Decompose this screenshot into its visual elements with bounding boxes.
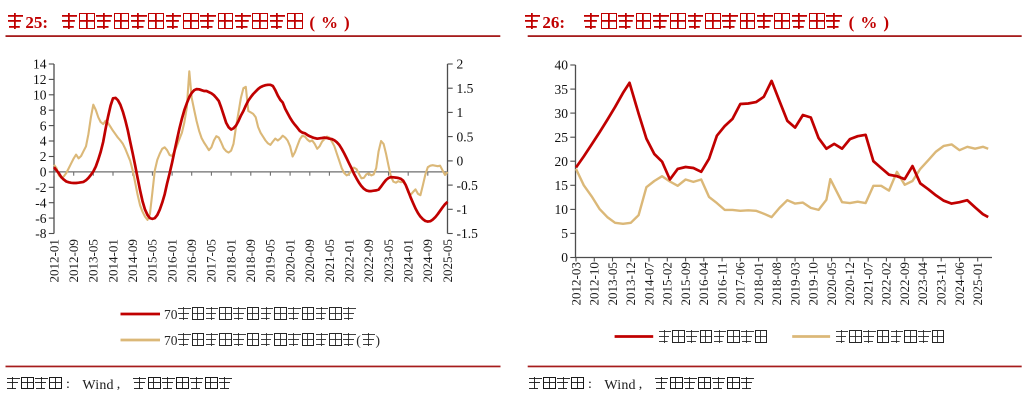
svg-text:2020-12: 2020-12 <box>842 262 857 305</box>
svg-text:0: 0 <box>40 165 47 180</box>
svg-text:2020-09: 2020-09 <box>302 239 317 282</box>
svg-text:10: 10 <box>33 88 47 103</box>
svg-text:5: 5 <box>561 226 568 241</box>
svg-text:2017-05: 2017-05 <box>204 239 219 282</box>
svg-text:-4: -4 <box>35 195 46 210</box>
svg-text:2018-01: 2018-01 <box>223 239 238 282</box>
svg-text:10: 10 <box>555 202 569 217</box>
svg-text:2024-09: 2024-09 <box>420 239 435 282</box>
svg-text:25: 25 <box>555 130 569 145</box>
svg-text:2016-01: 2016-01 <box>164 239 179 282</box>
svg-text:2017-06: 2017-06 <box>733 262 748 306</box>
svg-text:2022-09: 2022-09 <box>897 262 912 305</box>
svg-text:2012-03: 2012-03 <box>568 262 583 305</box>
svg-text:4: 4 <box>40 134 47 149</box>
svg-text:2014-07: 2014-07 <box>641 262 656 306</box>
svg-text:30: 30 <box>555 106 569 121</box>
svg-text:2018-08: 2018-08 <box>769 262 784 305</box>
svg-text:2016-09: 2016-09 <box>184 239 199 282</box>
svg-text:2025-05: 2025-05 <box>440 239 455 282</box>
svg-text:2018-01: 2018-01 <box>751 262 766 305</box>
svg-text:2016-11: 2016-11 <box>714 263 729 306</box>
svg-text:0.5: 0.5 <box>457 129 474 144</box>
svg-text:2024-01: 2024-01 <box>401 239 416 282</box>
svg-text:2021-07: 2021-07 <box>861 262 876 306</box>
svg-text:2022-02: 2022-02 <box>879 262 894 305</box>
svg-text:2023-11: 2023-11 <box>934 263 949 306</box>
svg-text:0: 0 <box>457 154 464 169</box>
svg-text:2013-12: 2013-12 <box>623 262 638 305</box>
svg-text:2023-04: 2023-04 <box>915 262 930 306</box>
svg-text:20: 20 <box>555 154 569 169</box>
svg-text:2023-05: 2023-05 <box>381 239 396 282</box>
svg-text:-2: -2 <box>35 180 46 195</box>
svg-text:12: 12 <box>33 72 47 87</box>
svg-text:2020-01: 2020-01 <box>282 239 297 282</box>
svg-text:2020-05: 2020-05 <box>824 262 839 305</box>
svg-text:8: 8 <box>40 103 47 118</box>
svg-text:2012-10: 2012-10 <box>587 262 602 305</box>
svg-text:2015-05: 2015-05 <box>145 239 160 282</box>
svg-text:40: 40 <box>555 58 569 73</box>
svg-text:2022-09: 2022-09 <box>361 239 376 282</box>
svg-text:-0.5: -0.5 <box>457 178 479 193</box>
svg-text:2019-10: 2019-10 <box>806 262 821 305</box>
svg-text:2025-01: 2025-01 <box>970 262 985 305</box>
svg-text:2013-05: 2013-05 <box>86 239 101 282</box>
svg-text:2014-09: 2014-09 <box>125 239 140 282</box>
svg-text:2013-05: 2013-05 <box>605 262 620 305</box>
svg-text:15: 15 <box>555 178 569 193</box>
svg-text:2021-05: 2021-05 <box>322 239 337 282</box>
svg-text:1.5: 1.5 <box>457 81 474 96</box>
svg-text:2015-09: 2015-09 <box>678 262 693 305</box>
svg-text:-1: -1 <box>457 202 468 217</box>
svg-text:2019-05: 2019-05 <box>263 239 278 282</box>
svg-text:2019-03: 2019-03 <box>787 262 802 305</box>
svg-text:1: 1 <box>457 105 464 120</box>
svg-text:2024-06: 2024-06 <box>952 262 967 306</box>
svg-text:2016-04: 2016-04 <box>696 262 711 306</box>
svg-text:2012-09: 2012-09 <box>66 239 81 282</box>
svg-text:2014-01: 2014-01 <box>105 239 120 282</box>
svg-text:6: 6 <box>40 118 47 133</box>
svg-text:0: 0 <box>561 250 568 265</box>
svg-text:2012-01: 2012-01 <box>46 239 61 282</box>
svg-text:-1.5: -1.5 <box>457 226 479 241</box>
svg-text:2: 2 <box>457 57 464 72</box>
svg-text:2018-09: 2018-09 <box>243 239 258 282</box>
svg-text:14: 14 <box>33 57 47 72</box>
svg-text:-8: -8 <box>35 226 46 241</box>
svg-text:2015-02: 2015-02 <box>660 262 675 305</box>
svg-text:35: 35 <box>555 82 569 97</box>
svg-text:-6: -6 <box>35 211 46 226</box>
svg-text:2: 2 <box>40 149 47 164</box>
svg-text:2022-01: 2022-01 <box>341 239 356 282</box>
